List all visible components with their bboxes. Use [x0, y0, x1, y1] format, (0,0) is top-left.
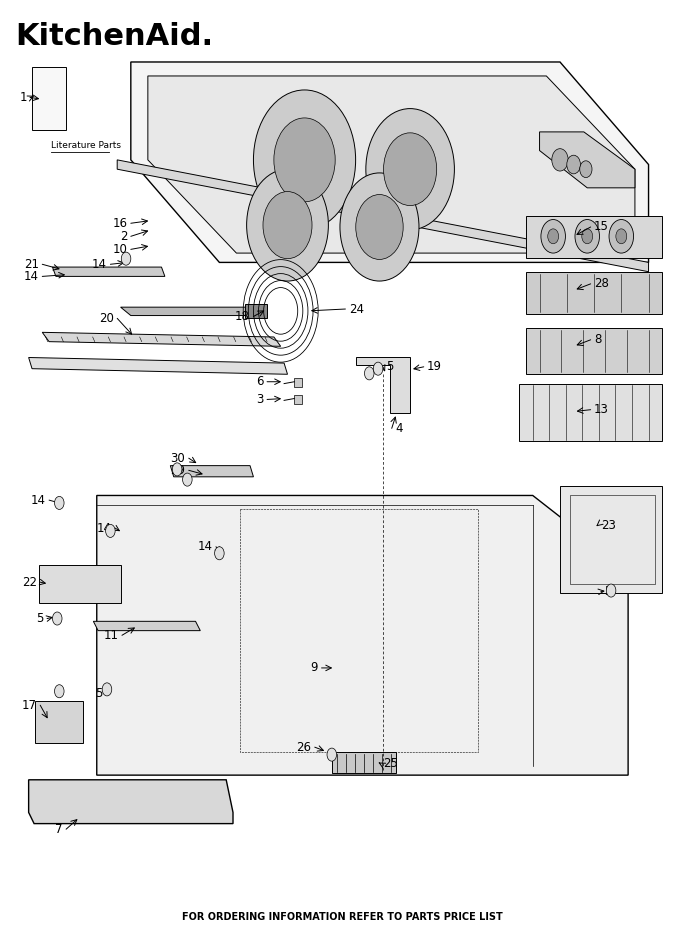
Text: 14: 14: [24, 270, 39, 283]
Text: 22: 22: [22, 576, 37, 589]
Polygon shape: [32, 66, 66, 130]
Text: 4: 4: [395, 422, 403, 435]
Text: 20: 20: [99, 312, 114, 324]
Polygon shape: [246, 305, 267, 318]
Polygon shape: [117, 160, 648, 272]
Polygon shape: [356, 357, 410, 413]
Text: 2: 2: [120, 230, 127, 243]
Polygon shape: [526, 327, 662, 374]
Text: 10: 10: [113, 243, 127, 256]
Circle shape: [548, 229, 559, 244]
Polygon shape: [131, 62, 648, 263]
Polygon shape: [36, 700, 83, 742]
Polygon shape: [148, 76, 635, 253]
Text: 18: 18: [235, 310, 250, 323]
Circle shape: [384, 133, 436, 206]
Circle shape: [616, 229, 627, 244]
Text: 8: 8: [594, 333, 601, 346]
Circle shape: [327, 748, 337, 761]
Text: 5: 5: [36, 612, 44, 625]
Circle shape: [172, 463, 182, 476]
Circle shape: [247, 169, 328, 281]
Circle shape: [609, 220, 633, 253]
Circle shape: [274, 118, 335, 202]
Circle shape: [105, 525, 115, 538]
Text: 25: 25: [383, 756, 398, 770]
Circle shape: [263, 192, 312, 259]
Circle shape: [53, 612, 62, 625]
Circle shape: [102, 683, 111, 696]
Circle shape: [373, 362, 383, 375]
Text: 13: 13: [594, 403, 609, 416]
Circle shape: [575, 220, 599, 253]
Circle shape: [356, 194, 403, 259]
Polygon shape: [42, 332, 280, 346]
Circle shape: [254, 90, 356, 230]
Text: 6: 6: [256, 375, 263, 388]
Circle shape: [183, 473, 192, 486]
Text: 5: 5: [95, 686, 102, 699]
Text: 19: 19: [427, 360, 442, 373]
Text: 26: 26: [296, 741, 311, 754]
Polygon shape: [526, 272, 662, 313]
Polygon shape: [96, 496, 628, 775]
Text: 9: 9: [311, 661, 318, 674]
Polygon shape: [120, 308, 267, 315]
Circle shape: [121, 252, 131, 266]
Circle shape: [606, 584, 616, 597]
Circle shape: [340, 173, 419, 281]
Circle shape: [580, 161, 592, 178]
Polygon shape: [53, 267, 165, 277]
Polygon shape: [294, 395, 302, 404]
Text: 7: 7: [55, 823, 63, 836]
Text: 21: 21: [24, 258, 39, 271]
Text: 30: 30: [170, 452, 185, 465]
Text: 5: 5: [386, 360, 394, 373]
Polygon shape: [93, 622, 200, 630]
Text: KitchenAid.: KitchenAid.: [15, 22, 213, 50]
Circle shape: [55, 684, 64, 698]
Polygon shape: [294, 378, 302, 387]
Polygon shape: [29, 780, 233, 824]
Text: 14: 14: [96, 522, 111, 535]
Polygon shape: [526, 216, 662, 258]
Text: 28: 28: [594, 278, 609, 291]
Polygon shape: [29, 357, 287, 374]
Circle shape: [366, 108, 454, 230]
Circle shape: [567, 155, 581, 174]
Text: 15: 15: [594, 221, 609, 234]
Text: 16: 16: [112, 217, 127, 230]
Text: Literature Parts: Literature Parts: [51, 141, 121, 151]
Text: 24: 24: [349, 303, 364, 315]
Text: 14: 14: [92, 258, 107, 271]
Text: 1: 1: [20, 91, 27, 104]
Circle shape: [215, 547, 224, 560]
Text: 29: 29: [170, 464, 185, 477]
Circle shape: [552, 149, 568, 171]
Circle shape: [365, 367, 374, 380]
Text: 5: 5: [604, 585, 611, 598]
Polygon shape: [540, 132, 635, 188]
Circle shape: [541, 220, 566, 253]
Circle shape: [55, 496, 64, 510]
Polygon shape: [519, 383, 662, 441]
Text: 14: 14: [31, 494, 46, 507]
Polygon shape: [170, 466, 254, 477]
Text: 17: 17: [22, 698, 37, 712]
Text: 11: 11: [103, 629, 118, 641]
Text: 3: 3: [256, 393, 263, 406]
Polygon shape: [560, 486, 662, 594]
Polygon shape: [332, 752, 397, 773]
Text: FOR ORDERING INFORMATION REFER TO PARTS PRICE LIST: FOR ORDERING INFORMATION REFER TO PARTS …: [182, 913, 502, 923]
Text: 14: 14: [198, 540, 213, 554]
Circle shape: [582, 229, 593, 244]
Text: 23: 23: [601, 519, 616, 532]
Polygon shape: [39, 566, 120, 603]
